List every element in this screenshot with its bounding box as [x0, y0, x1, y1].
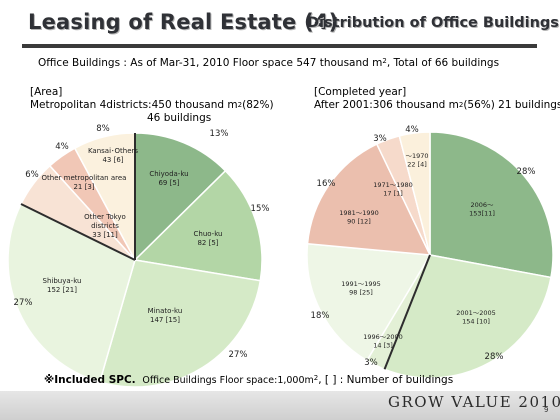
pie2-slice-value: 98 [25]	[349, 289, 373, 297]
pie2-slice	[306, 242, 432, 362]
pie2-slice-value: 14 [3]	[373, 342, 393, 350]
pie2-slice-label: 1996～2000	[363, 333, 403, 341]
right-header-line2-sup: 2	[458, 101, 464, 109]
pie2-slice	[398, 131, 431, 256]
page-title: Leasing of Real Estate (4) Distribution …	[28, 10, 559, 40]
brand-logo: GROW VALUE 2010	[388, 393, 560, 411]
pie1-slice-label: Minato-ku	[148, 307, 183, 315]
pie2-percent-label: 18%	[311, 311, 330, 321]
pie2-slice-value: 90 [12]	[347, 218, 371, 226]
pie2-slice-value: 153[11]	[469, 210, 495, 218]
subtitle-sup: 2	[382, 57, 387, 65]
title-sub: Distribution of Office Buildings	[307, 15, 559, 31]
pie2-slice	[429, 131, 554, 279]
pie1-slice-label-line: 21 [3]	[73, 183, 94, 191]
footnote-spc: ※Included SPC.	[44, 374, 136, 386]
pie1-slice-label-line: Other Tokyo	[84, 213, 126, 221]
pie2-slice-label: 1971～1980	[373, 181, 413, 189]
pie2-divider-line	[383, 254, 431, 370]
subtitle-text: Office Buildings : As of Mar-31, 2010 Fl…	[38, 57, 383, 69]
pie2-percent-label: 16%	[317, 179, 336, 189]
left-header-line1: [Area]	[30, 86, 63, 98]
left-header-line2: Metropolitan 4districts:450 thousand m2(…	[30, 99, 274, 112]
pie1-slice	[134, 132, 227, 262]
right-chart-header: [Completed year] After 2001:306 thousand…	[314, 86, 560, 112]
pie1-slice-value: 69 [5]	[158, 179, 179, 187]
pie1-slice-label: Shibuya-ku	[43, 277, 82, 285]
title-rule	[22, 44, 537, 48]
pie2-percent-label: 4%	[405, 125, 419, 135]
pie1-slice-label: Chiyoda-ku	[149, 170, 188, 178]
pie2-slice-value: 22 [4]	[407, 161, 427, 169]
left-header-line2-text: Metropolitan 4districts:450 thousand m	[30, 99, 238, 111]
pie1-percent-label: 27%	[14, 298, 33, 308]
page-number: 9	[544, 406, 549, 414]
pie2-percent-label: 28%	[485, 352, 504, 362]
pie1-slice-label: Chuo-ku	[194, 230, 223, 238]
pie1-extra-percent-label: 4%	[55, 142, 69, 152]
footnote-sup: 2	[313, 374, 319, 382]
pie1-slice-value: 82 [5]	[197, 239, 218, 247]
pie1-slice-value: 33 [11]	[92, 231, 118, 239]
pie2-slice-label: 2001～2005	[456, 309, 496, 317]
pie1-percent-label: 6%	[25, 170, 39, 180]
footnote-floor-space: Office Buildings Floor space:1,000m	[142, 375, 314, 386]
pie2-slice	[383, 254, 552, 379]
footer-bar	[0, 391, 560, 420]
pie1-slice-label: Other metropolitan area 21 [3]	[42, 174, 127, 191]
pie2-slice-value: 17 [1]	[383, 190, 403, 198]
pie1-percent-label: 13%	[210, 129, 229, 139]
left-header-line2-sup: 2	[237, 101, 243, 109]
pie1-slice-value: 147 [15]	[150, 316, 180, 324]
title-main: Leasing of Real Estate (4)	[28, 10, 339, 34]
pie2-percent-label: 28%	[517, 167, 536, 177]
pie1-slice-value: 152 [21]	[47, 286, 77, 294]
pie2-percent-label: 3%	[373, 134, 387, 144]
pie1-percent-label: 8%	[96, 124, 110, 134]
right-header-line2-post: (56%) 21 buildings	[463, 99, 560, 111]
subtitle: Office Buildings : As of Mar-31, 2010 Fl…	[38, 57, 499, 69]
right-header-line2-text: After 2001:306 thousand m	[314, 99, 459, 111]
pie1-divider-line	[20, 203, 136, 261]
pie1-slice	[133, 169, 263, 282]
pie2-slice-label: 2006～	[470, 201, 494, 209]
right-header-line2: After 2001:306 thousand m2(56%) 21 build…	[314, 99, 560, 112]
right-header-line1: [Completed year]	[314, 86, 407, 98]
pie2-slice	[306, 143, 432, 256]
left-header-line3: 46 buildings	[147, 112, 212, 124]
pie1-slice-value: 43 [6]	[102, 156, 123, 164]
pie2-slice-value: 154 [10]	[462, 318, 490, 326]
footnote-building-count: , [ ] : Number of buildings	[318, 374, 454, 386]
pie1-percent-label: 27%	[229, 350, 248, 360]
pie1-slice-label-line: Other metropolitan area	[42, 174, 127, 182]
pie1-slice-label-line: districts	[91, 222, 119, 230]
pie1-percent-label: 15%	[251, 204, 270, 214]
pie2-slice-label: 1981～1990	[339, 209, 379, 217]
pie2-slice-label: ～1970	[405, 152, 428, 160]
pie2-percent-label: 3%	[364, 358, 378, 368]
left-header-line2-post: (82%)	[242, 99, 274, 111]
pie1-slice-label: Kansai･Others	[88, 147, 138, 155]
footnote: ※Included SPC. Office Buildings Floor sp…	[44, 374, 453, 386]
left-chart-header: [Area] Metropolitan 4districts:450 thous…	[30, 86, 274, 125]
pie1-slice-label: Other Tokyo districts	[84, 213, 126, 230]
pie1-slice	[7, 203, 136, 383]
pie1-slice	[98, 259, 262, 388]
subtitle-text-post: , Total of 66 buildings	[386, 57, 500, 69]
pie2-slice-label: 1991～1995	[341, 280, 381, 288]
